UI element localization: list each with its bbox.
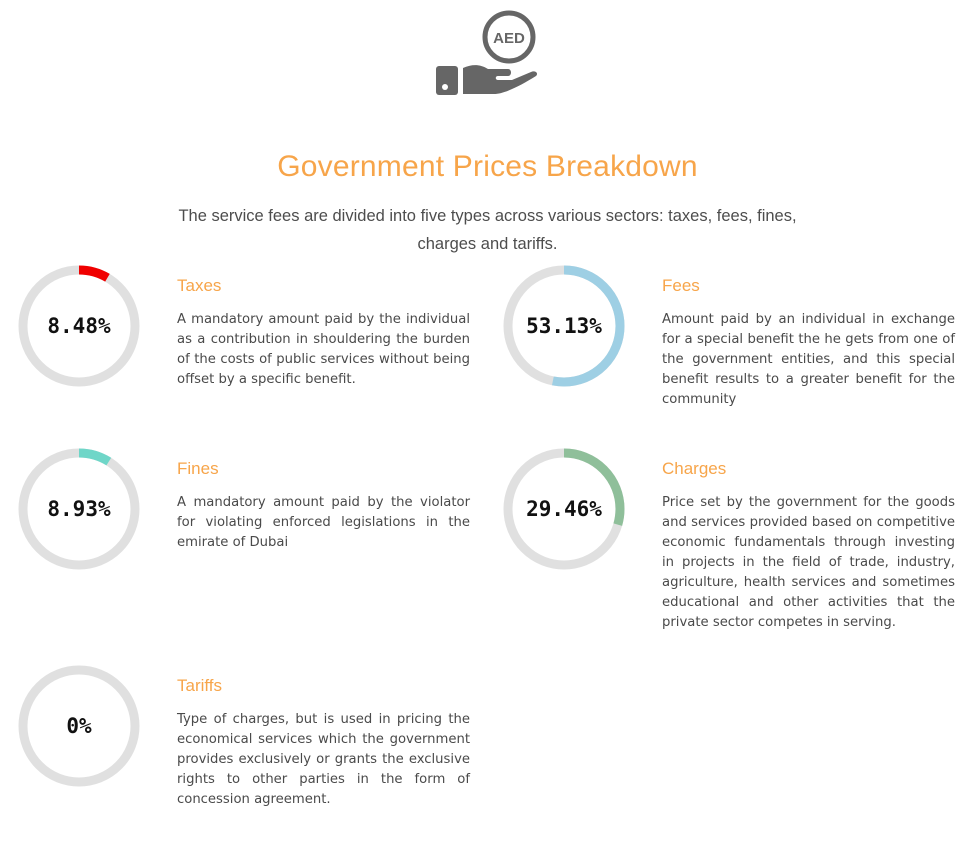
- page-subtitle: The service fees are divided into five t…: [178, 207, 797, 253]
- category-description: A mandatory amount paid by the violator …: [177, 495, 470, 550]
- percent-value: 8.93%: [47, 497, 111, 521]
- percent-value: 8.48%: [47, 314, 111, 338]
- progress-ring-tariffs: [17, 664, 141, 788]
- category-label: Fines: [177, 459, 219, 478]
- progress-ring-fees: [502, 264, 626, 388]
- progress-ring-fines: [17, 447, 141, 571]
- percent-value: 53.13%: [526, 314, 602, 338]
- category-label: Fees: [662, 276, 700, 295]
- category-description: Price set by the government for the good…: [662, 495, 955, 630]
- category-description: Amount paid by an individual in exchange…: [662, 312, 955, 407]
- progress-ring-charges: [502, 447, 626, 571]
- page-title: Government Prices Breakdown: [277, 150, 698, 183]
- progress-ring-taxes: [17, 264, 141, 388]
- category-description: Type of charges, but is used in pricing …: [177, 712, 470, 807]
- category-label: Tariffs: [177, 676, 223, 695]
- category-label: Taxes: [177, 276, 222, 295]
- category-description: A mandatory amount paid by the individua…: [177, 312, 470, 387]
- percent-value: 29.46%: [526, 497, 602, 521]
- hand-holding-aed-coin-icon: AED: [432, 6, 540, 98]
- percent-value: 0%: [66, 714, 92, 738]
- coin-label: AED: [493, 30, 525, 47]
- category-label: Charges: [662, 459, 727, 478]
